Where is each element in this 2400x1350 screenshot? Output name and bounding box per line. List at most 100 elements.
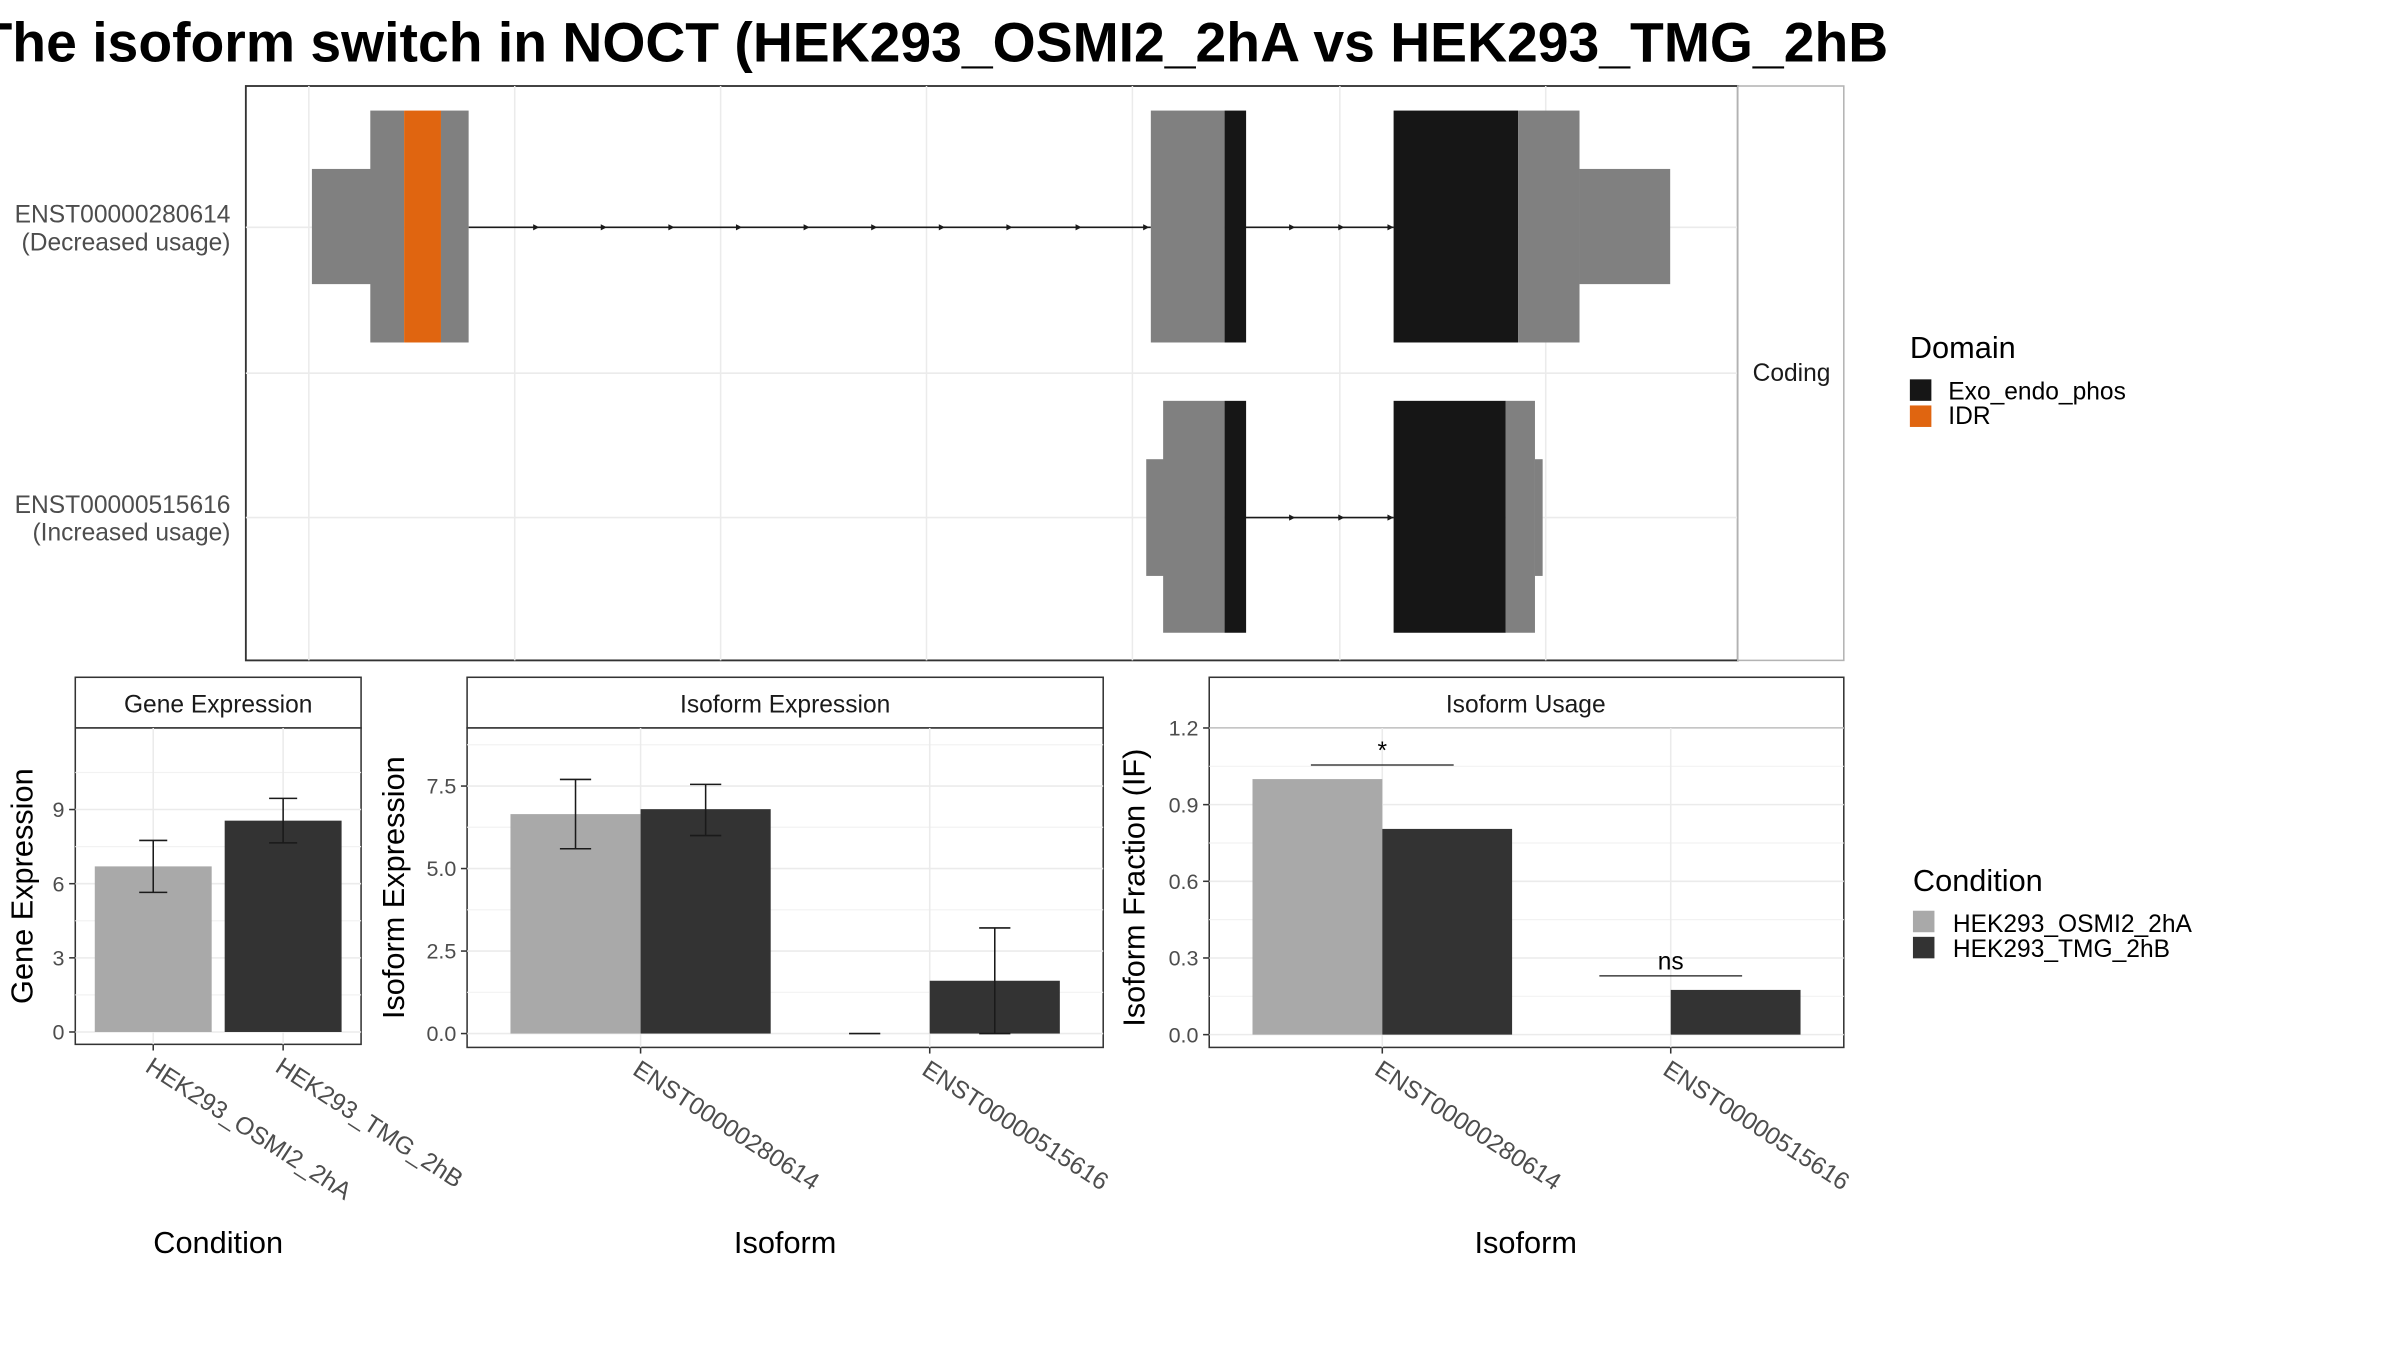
- arrow-head: [938, 224, 945, 231]
- panel-strip: [1208, 676, 1845, 729]
- transcript-label-id: ENST00000280614: [15, 202, 231, 229]
- arrow-head: [1075, 224, 1082, 231]
- coding-exon: [370, 110, 405, 343]
- y-tick-label: 0.0: [1169, 1023, 1199, 1047]
- intron-direction-arrows: [533, 224, 1394, 231]
- arrow-head: [735, 224, 743, 231]
- transcript-structure-panel: Coding ENST00000280614 (Decreased usage)…: [15, 85, 1845, 662]
- bar: [510, 814, 641, 1034]
- y-ticks: 0.0 0.3 0.6 0.9 1.2: [1169, 717, 1210, 1047]
- bars: * ns: [1252, 738, 1801, 1035]
- bar: [94, 866, 212, 1032]
- bars: [510, 778, 1060, 1035]
- x-axis-title: Isoform: [1475, 1225, 1577, 1260]
- significance-label: *: [1378, 738, 1388, 765]
- coding-exon: [1505, 400, 1535, 633]
- bar: [1252, 779, 1383, 1035]
- y-tick-label: 9: [53, 798, 65, 822]
- arrow-head: [1387, 514, 1394, 521]
- y-tick-label: 3: [53, 947, 65, 971]
- panel-title: Isoform Expression: [680, 692, 890, 719]
- exo-endo-phos-domain: [1224, 400, 1247, 633]
- condition-legend: Condition HEK293_OSMI2_2hA HEK293_TMG_2h…: [1912, 863, 2193, 963]
- utr-exon: [1534, 459, 1543, 576]
- y-ticks: 0 3 6 9: [53, 798, 76, 1045]
- y-tick-label: 7.5: [426, 775, 456, 799]
- arrow-head: [803, 224, 810, 231]
- arrow-head: [1006, 224, 1013, 231]
- x-tick-label: ENST00000515616: [917, 1056, 1113, 1196]
- bar: [224, 820, 342, 1032]
- transcript-label-usage: (Decreased usage): [22, 229, 231, 256]
- figure-title: The isoform switch in NOCT (HEK293_OSMI2…: [0, 11, 1888, 73]
- utr-exon: [311, 168, 374, 285]
- y-tick-label: 0.6: [1169, 870, 1199, 894]
- x-tick-label: ENST00000280614: [628, 1056, 824, 1196]
- y-ticks: 0.0 2.5 5.0 7.5: [426, 775, 468, 1046]
- y-tick-label: 5.0: [426, 857, 456, 881]
- arrow-head: [871, 224, 878, 231]
- bar: [1670, 989, 1801, 1035]
- isoform-expression-panel: Isoform Expression 0.0 2.5 5.0 7.5 ENST0000…: [376, 676, 1113, 1260]
- x-tick-label: HEK293_OSMI2_2hA: [141, 1053, 357, 1206]
- y-tick-label: 0: [53, 1021, 65, 1045]
- bar: [640, 809, 771, 1034]
- panel-strip: [74, 676, 362, 729]
- y-tick-label: 0.0: [426, 1022, 456, 1046]
- arrow-head: [1289, 224, 1296, 231]
- legend-label: HEK293_OSMI2_2hA: [1953, 911, 2193, 938]
- legend-swatch: [1909, 405, 1932, 427]
- idr-domain: [404, 110, 441, 343]
- y-tick-label: 6: [53, 872, 65, 896]
- arrow-head: [1387, 224, 1394, 231]
- coding-exon: [1163, 400, 1225, 633]
- legend-swatch: [1912, 910, 1935, 933]
- y-tick-label: 2.5: [426, 940, 456, 964]
- exo-endo-phos-domain: [1393, 400, 1506, 633]
- coding-exon: [1150, 110, 1225, 343]
- utr-exon: [1146, 459, 1165, 576]
- x-ticks: ENST00000280614 ENST00000515616: [628, 1047, 1113, 1196]
- exo-endo-phos-domain: [1393, 110, 1519, 343]
- arrow-head: [668, 224, 675, 231]
- arrow-head: [1143, 224, 1150, 231]
- transcript-label-usage: (Increased usage): [32, 520, 230, 547]
- y-tick-label: 0.3: [1169, 947, 1199, 971]
- legend-label: HEK293_TMG_2hB: [1953, 936, 2170, 963]
- exo-endo-phos-domain: [1224, 110, 1247, 343]
- x-tick-label: ENST00000515616: [1658, 1056, 1854, 1196]
- arrow-head: [600, 224, 607, 231]
- legend-swatch: [1912, 936, 1935, 959]
- x-tick-label: ENST00000280614: [1370, 1056, 1566, 1196]
- transcript-label-id: ENST00000515616: [15, 492, 231, 519]
- domain-legend: Domain Exo_endo_phos IDR: [1909, 330, 2126, 430]
- x-axis-title: Isoform: [734, 1225, 836, 1260]
- panel-strip: [466, 676, 1104, 729]
- coding-exon: [1518, 110, 1580, 343]
- y-tick-label: 0.9: [1169, 793, 1199, 817]
- x-ticks: ENST00000280614 ENST00000515616: [1370, 1047, 1854, 1196]
- panel-title: Gene Expression: [124, 692, 312, 719]
- significance-label: ns: [1658, 949, 1684, 976]
- y-axis-title: Isoform Expression: [376, 756, 411, 1019]
- isoform-usage-panel: Isoform Usage * ns 0.0 0.3 0.6 0.9 1.2 ENST00…: [1117, 676, 1854, 1260]
- panel-title: Isoform Usage: [1446, 692, 1606, 719]
- y-axis-title: Gene Expression: [4, 768, 39, 1004]
- legend-title: Domain: [1910, 330, 2016, 365]
- legend-swatch: [1909, 379, 1932, 401]
- arrow-head: [1338, 224, 1345, 231]
- y-axis-title: Isoform Fraction (IF): [1117, 749, 1152, 1027]
- legend-label: Exo_endo_phos: [1948, 378, 2126, 405]
- legend-title: Condition: [1913, 863, 2043, 898]
- x-axis-title: Condition: [153, 1225, 283, 1260]
- structure-gridlines: [245, 86, 1738, 661]
- arrow-head: [1338, 514, 1345, 521]
- facet-strip: [1737, 85, 1845, 662]
- facet-label: Coding: [1753, 360, 1831, 387]
- utr-exon: [1579, 168, 1671, 285]
- intron-direction-arrows: [1289, 514, 1394, 521]
- legend-label: IDR: [1948, 403, 1990, 430]
- bar: [1382, 828, 1513, 1035]
